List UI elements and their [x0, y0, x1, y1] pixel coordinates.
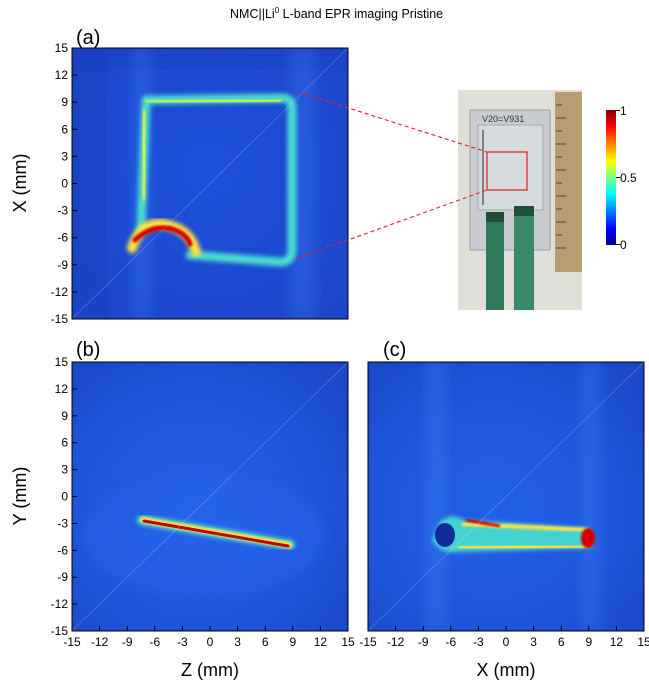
panel-b-xlabel: Z (mm) [181, 660, 239, 680]
panel-b-xtick-label: 12 [314, 635, 328, 649]
panel-c-xtick-label: 0 [503, 635, 510, 649]
panel-b-ytick-label: 15 [55, 355, 69, 369]
panel-c-label: (c) [383, 339, 406, 361]
panel-c-xtick-label: -3 [473, 635, 484, 649]
panel-a-ytick-label: -12 [51, 285, 69, 299]
panel-b-xtick-label: 15 [341, 635, 355, 649]
photo-handwriting: V20=V931 [482, 114, 524, 124]
panel-c-xtick-label: 9 [585, 635, 592, 649]
panel-b-xtick-label: -6 [149, 635, 160, 649]
panel-c-xtick-label: -9 [418, 635, 429, 649]
photo-ruler [555, 92, 582, 272]
panel-b-ytick-label: -6 [57, 543, 68, 557]
panel-b-ylabel: Y (mm) [10, 467, 30, 526]
panel-c-xtick-label: 3 [530, 635, 537, 649]
panel-a: 15 12 9 6 3 0 -3 -6 -9 -12 -15 (a) X (mm) [10, 27, 349, 326]
panel-a-ytick-label: 9 [61, 95, 68, 109]
panel-b-ytick-label: -12 [51, 597, 69, 611]
panel-b-xtick-label: -3 [177, 635, 188, 649]
title-main: NMC||Li [230, 7, 275, 22]
photo-inset: V20=V931 [458, 90, 582, 310]
panel-a-ytick-label: -6 [57, 231, 68, 245]
panel-b-xtick-label: -12 [91, 635, 109, 649]
panel-b-ytick-label: 3 [61, 463, 68, 477]
photo-lead-left [486, 212, 504, 310]
panel-b-xtick-label: 6 [262, 635, 269, 649]
photo-lead-right [514, 206, 534, 310]
panel-b-ytick-label: 12 [55, 382, 69, 396]
panel-b-xtick-label: 9 [289, 635, 296, 649]
colorbar: 1 0.5 0 [606, 104, 637, 252]
panel-b-xtick-label: -9 [122, 635, 133, 649]
panel-a-ytick-label: -15 [51, 312, 69, 326]
panel-c-xtick-label: 15 [637, 635, 649, 649]
panel-b-ytick-label: -9 [57, 570, 68, 584]
panel-c-xlabel: X (mm) [477, 660, 536, 680]
panel-b-xtick-label: 3 [234, 635, 241, 649]
panel-a-ytick-label: 6 [61, 122, 68, 136]
panel-a-label: (a) [76, 27, 100, 49]
panel-b-ytick-label: 9 [61, 409, 68, 423]
callout-line-top [297, 91, 488, 153]
colorbar-tick-max: 1 [620, 104, 627, 118]
panel-b-xtick-label: -15 [63, 635, 81, 649]
colorbar-gradient [606, 110, 616, 245]
panel-c-xtick-label: -15 [359, 635, 377, 649]
panel-a-ytick-label: -9 [57, 258, 68, 272]
panel-b-ytick-label: -15 [51, 624, 69, 638]
panel-c-xtick-label: 12 [610, 635, 624, 649]
callout-line-bottom [297, 189, 488, 259]
panel-a-ytick-label: 3 [61, 149, 68, 163]
panel-c-xtick-label: -6 [445, 635, 456, 649]
photo-roi-square [486, 151, 528, 191]
panel-c-xtick-label: 6 [558, 635, 565, 649]
panel-b-ytick-label: -3 [57, 516, 68, 530]
panel-b: 15 12 9 6 3 0 -3 -6 -9 -12 -15 -15 -12 -9 -6 -3 0 3 6 9 12 1… [10, 339, 355, 680]
page-title: NMC||Li0 L-band EPR imaging Pristine [230, 6, 443, 21]
colorbar-tick-min: 0 [620, 238, 627, 252]
panel-b-ytick-label: 0 [61, 490, 68, 504]
panel-a-ytick-label: 15 [55, 41, 69, 55]
panel-a-ylabel: X (mm) [10, 154, 30, 213]
colorbar-tick-mid: 0.5 [620, 171, 637, 185]
panel-b-xtick-label: 0 [207, 635, 214, 649]
panel-c: -15 -12 -9 -6 -3 0 3 6 9 12 15 (c) X (mm) [359, 339, 649, 680]
panel-a-ytick-label: 0 [61, 177, 68, 191]
panel-b-ytick-label: 6 [61, 436, 68, 450]
title-rest: L-band EPR imaging Pristine [279, 7, 444, 22]
panel-a-ytick-label: -3 [57, 204, 68, 218]
title-superscript: 0 [274, 6, 280, 15]
panel-c-xtick-label: -12 [387, 635, 405, 649]
panel-a-ytick-label: 12 [55, 68, 69, 82]
panel-b-label: (b) [76, 339, 100, 361]
